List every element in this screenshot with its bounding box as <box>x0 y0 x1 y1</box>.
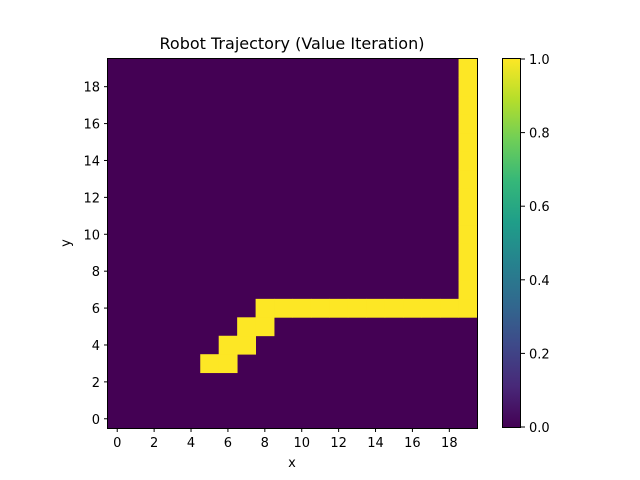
plot-area <box>108 59 478 428</box>
heatmap-cell <box>458 261 478 281</box>
y-tick-label: 14 <box>83 154 100 169</box>
heatmap-cell <box>310 298 330 318</box>
x-tick-label: 12 <box>330 436 347 451</box>
colorbar-tick-label: 0.0 <box>529 421 550 436</box>
x-axis-label: x <box>288 456 296 471</box>
chart-title: Robot Trajectory (Value Iteration) <box>160 34 425 53</box>
heatmap-cell <box>255 317 275 337</box>
heatmap-cell <box>458 151 478 171</box>
heatmap-cell <box>458 77 478 97</box>
heatmap-cell <box>458 298 478 318</box>
colorbar-tick-label: 0.6 <box>529 200 550 215</box>
y-tick-label: 4 <box>92 339 100 354</box>
y-tick-label: 6 <box>92 302 100 317</box>
colorbar-tick-label: 0.4 <box>529 274 550 289</box>
heatmap-cell <box>292 298 312 318</box>
x-tick-label: 4 <box>187 436 195 451</box>
heatmap-background <box>108 59 477 428</box>
y-tick-label: 8 <box>92 265 100 280</box>
y-tick-label: 18 <box>83 81 100 96</box>
heatmap-cell <box>347 298 367 318</box>
heatmap-cell <box>458 169 478 189</box>
colorbar-tick-label: 0.2 <box>529 347 550 362</box>
heatmap-cell <box>237 317 256 337</box>
heatmap-cell <box>440 298 459 318</box>
heatmap-cell <box>218 335 238 355</box>
x-tick-label: 6 <box>224 436 232 451</box>
heatmap-cell <box>200 354 220 374</box>
heatmap-cell <box>458 132 478 152</box>
plot-frame <box>107 58 478 429</box>
colorbar-tick-label: 1.0 <box>529 53 550 68</box>
colorbar-tick-label: 0.8 <box>529 127 550 142</box>
heatmap-cell <box>458 206 478 226</box>
heatmap-cell <box>384 298 404 318</box>
y-tick-label: 0 <box>92 413 100 428</box>
heatmap-cell <box>255 298 275 318</box>
heatmap-cell <box>329 298 349 318</box>
heatmap-cell <box>366 298 386 318</box>
y-axis-label: y <box>59 239 74 247</box>
x-tick-label: 16 <box>404 436 421 451</box>
y-tick-label: 2 <box>92 376 100 391</box>
heatmap-cell <box>237 335 256 355</box>
x-tick-label: 0 <box>113 436 121 451</box>
heatmap-cell <box>403 298 423 318</box>
heatmap-cell <box>218 354 238 374</box>
heatmap-cell <box>274 298 293 318</box>
heatmap-cell <box>458 114 478 134</box>
y-tick-label: 16 <box>83 118 100 133</box>
colorbar <box>502 58 521 428</box>
y-tick-label: 12 <box>83 191 100 206</box>
heatmap-cell <box>458 95 478 115</box>
x-tick-label: 14 <box>367 436 384 451</box>
x-tick-label: 2 <box>150 436 158 451</box>
heatmap-cell <box>458 59 478 78</box>
heatmap-cell <box>458 188 478 207</box>
x-tick-label: 10 <box>293 436 310 451</box>
heatmap-cell <box>421 298 441 318</box>
y-tick-label: 10 <box>83 228 100 243</box>
heatmap-cell <box>458 243 478 263</box>
y-axis: 0 2 4 6 8 10 12 14 16 18 <box>83 81 108 428</box>
heatmap-cell <box>458 225 478 244</box>
x-tick-label: 18 <box>441 436 458 451</box>
colorbar-axis: 0.0 0.2 0.4 0.6 0.8 1.0 <box>521 53 550 436</box>
heatmap-cell <box>458 280 478 300</box>
x-tick-label: 8 <box>261 436 269 451</box>
x-axis: 0 2 4 6 8 10 12 14 16 18 <box>113 428 458 451</box>
